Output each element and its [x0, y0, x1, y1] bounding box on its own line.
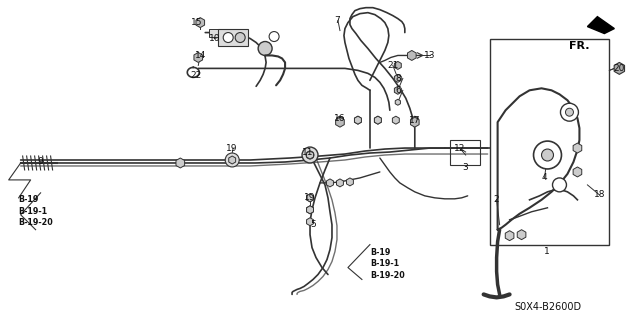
Text: 5: 5 [310, 220, 316, 229]
Polygon shape [614, 63, 625, 74]
Polygon shape [335, 117, 344, 127]
Text: 2: 2 [494, 195, 499, 204]
Bar [450, 140, 479, 165]
Polygon shape [307, 194, 314, 202]
Polygon shape [505, 231, 514, 241]
Polygon shape [326, 179, 333, 187]
Polygon shape [307, 206, 314, 214]
Polygon shape [307, 206, 314, 214]
Text: 10: 10 [209, 34, 220, 43]
Circle shape [269, 32, 279, 41]
Text: 3: 3 [462, 163, 468, 173]
Bar [218, 29, 248, 47]
Polygon shape [355, 116, 362, 124]
Polygon shape [517, 230, 526, 240]
Text: 4: 4 [541, 174, 547, 182]
Polygon shape [307, 151, 314, 159]
Polygon shape [228, 156, 236, 164]
Text: 12: 12 [454, 144, 465, 152]
Polygon shape [337, 116, 344, 124]
Polygon shape [337, 179, 344, 187]
Text: B-19
B-19-1
B-19-20: B-19 B-19-1 B-19-20 [19, 195, 53, 227]
Text: S0X4-B2600D: S0X4-B2600D [514, 302, 581, 312]
Polygon shape [394, 62, 401, 70]
Circle shape [541, 149, 554, 161]
Text: 14: 14 [195, 51, 206, 60]
Text: 1: 1 [543, 247, 549, 256]
Text: FR.: FR. [569, 41, 589, 50]
Text: 11: 11 [302, 147, 314, 157]
Polygon shape [394, 74, 401, 82]
Text: 17: 17 [409, 116, 420, 125]
Polygon shape [573, 167, 582, 177]
Polygon shape [374, 116, 381, 124]
Text: 19: 19 [227, 144, 238, 152]
Circle shape [225, 153, 239, 167]
Polygon shape [176, 158, 184, 168]
Bar [209, 29, 220, 37]
Bar [490, 39, 609, 245]
Polygon shape [408, 50, 416, 60]
Polygon shape [588, 17, 614, 33]
Text: 8: 8 [395, 74, 401, 83]
Polygon shape [196, 18, 205, 27]
Circle shape [223, 33, 233, 42]
Polygon shape [412, 118, 419, 126]
Polygon shape [392, 116, 399, 124]
Text: 18: 18 [594, 190, 605, 199]
Polygon shape [337, 116, 344, 124]
Polygon shape [307, 218, 314, 226]
Polygon shape [346, 178, 353, 186]
Text: 7: 7 [334, 16, 340, 25]
Polygon shape [394, 86, 401, 94]
Text: 19: 19 [304, 193, 316, 202]
Text: 6: 6 [395, 86, 401, 95]
Circle shape [235, 33, 245, 42]
Text: 16: 16 [334, 114, 346, 123]
Text: 20: 20 [614, 64, 625, 73]
Polygon shape [396, 75, 401, 81]
Circle shape [552, 178, 566, 192]
Circle shape [302, 147, 318, 163]
Text: 9: 9 [38, 158, 44, 167]
Circle shape [561, 103, 579, 121]
Polygon shape [307, 194, 314, 202]
Circle shape [258, 41, 272, 56]
Polygon shape [374, 116, 381, 124]
Polygon shape [412, 116, 419, 124]
Polygon shape [573, 143, 582, 153]
Circle shape [534, 141, 561, 169]
Circle shape [566, 108, 573, 116]
Text: B-19
B-19-1
B-19-20: B-19 B-19-1 B-19-20 [370, 248, 404, 280]
Text: 22: 22 [191, 71, 202, 80]
Polygon shape [396, 87, 401, 93]
Circle shape [306, 151, 314, 159]
Polygon shape [194, 52, 203, 63]
Polygon shape [410, 117, 419, 127]
Text: 13: 13 [424, 51, 435, 60]
Polygon shape [396, 99, 401, 105]
Text: 21: 21 [387, 61, 399, 70]
Polygon shape [355, 116, 362, 124]
Text: 15: 15 [191, 18, 202, 27]
